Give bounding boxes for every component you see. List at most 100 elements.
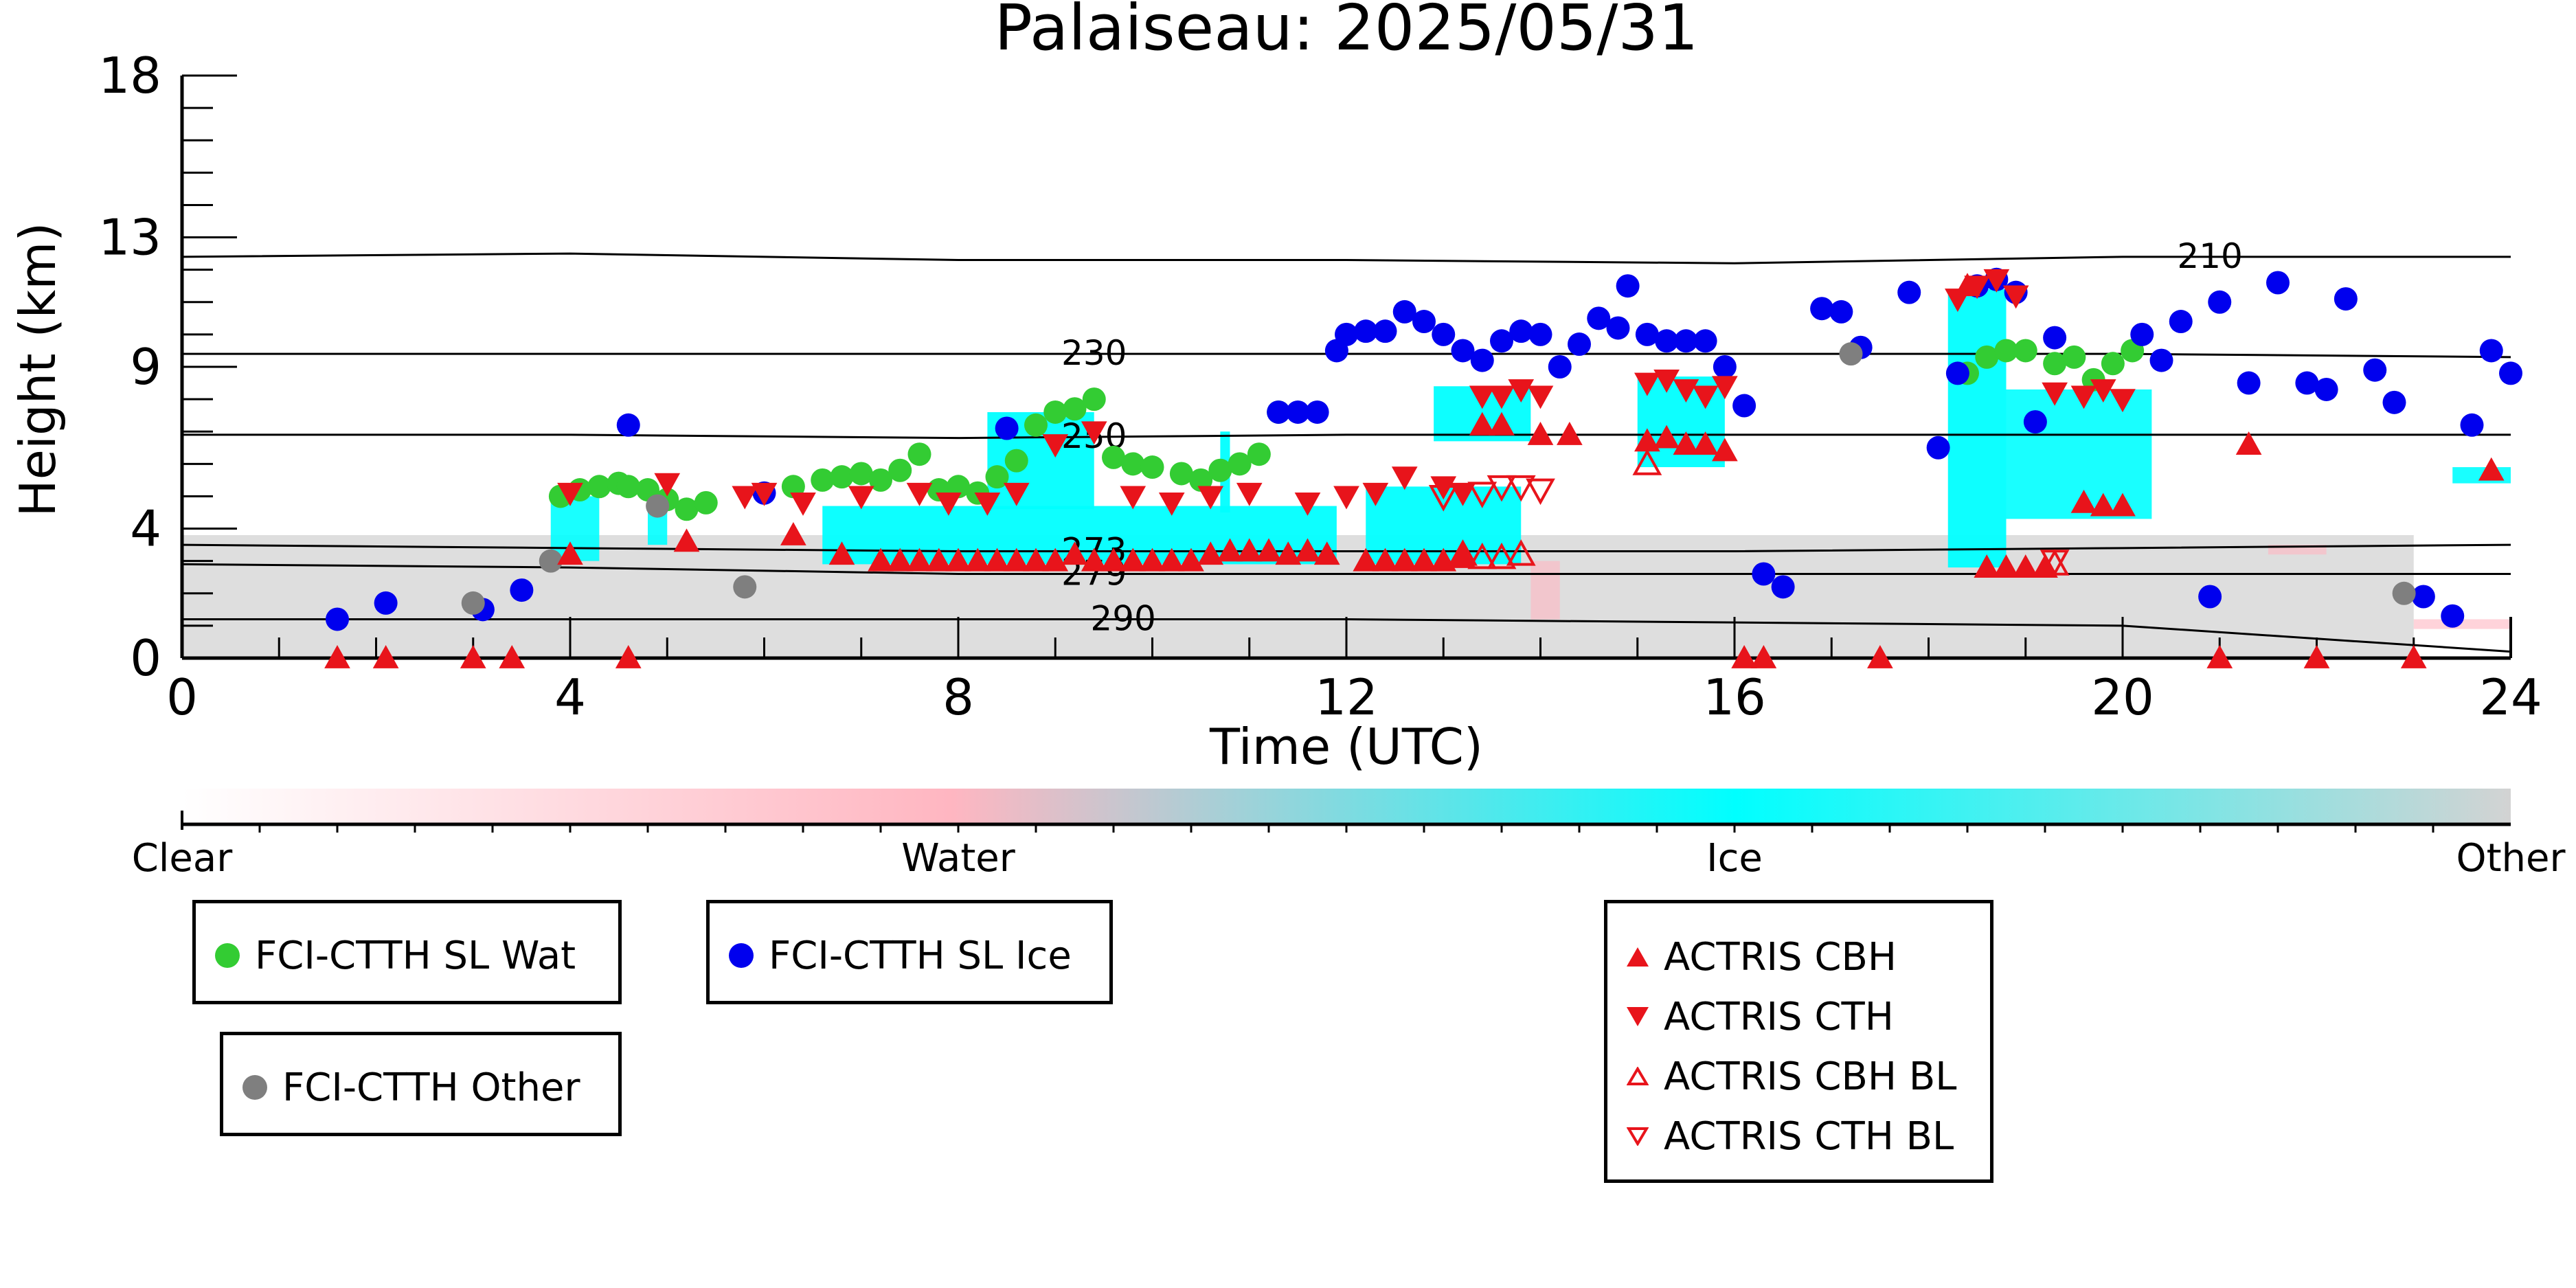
data-point — [1247, 442, 1271, 466]
data-point — [811, 468, 835, 492]
data-point — [1333, 486, 1359, 510]
legend-item: ACTRIS CBH BL — [1627, 1049, 1956, 1104]
data-point — [1568, 332, 1591, 357]
data-point — [1635, 322, 1659, 346]
data-point — [1432, 322, 1456, 346]
data-point — [1102, 445, 1125, 469]
data-point — [2070, 489, 2097, 513]
legend-box-water: FCI-CTTH SL Wat — [192, 900, 622, 1004]
data-point — [1256, 538, 1282, 562]
data-point — [1839, 342, 1863, 366]
data-point — [1294, 538, 1321, 562]
data-point — [2130, 322, 2154, 346]
x-tick-label: 12 — [1315, 668, 1378, 726]
cloud-patch — [1530, 561, 1560, 620]
data-point — [1712, 376, 1738, 400]
data-point — [675, 497, 699, 521]
data-point — [906, 482, 933, 506]
data-point — [1236, 538, 1263, 562]
x-tick-label: 8 — [942, 668, 974, 726]
data-point — [1120, 486, 1146, 510]
data-point — [1023, 547, 1049, 572]
data-point — [1731, 644, 1757, 668]
data-point — [374, 591, 398, 615]
triangle-up-icon — [1627, 947, 1649, 967]
data-point — [888, 458, 912, 482]
colorbar-gradient — [182, 789, 2511, 824]
data-point — [1964, 275, 1990, 300]
data-point — [1926, 436, 1950, 460]
data-point — [1082, 387, 1106, 411]
data-point — [907, 442, 931, 466]
data-point — [2411, 585, 2435, 609]
data-point — [1632, 449, 1662, 475]
data-point — [1674, 329, 1698, 353]
cloud-patch — [2006, 389, 2152, 519]
isotherm-line — [181, 563, 2511, 576]
data-point — [790, 492, 816, 516]
data-point — [1081, 547, 1107, 572]
data-point — [1353, 547, 1379, 572]
data-point — [557, 541, 583, 565]
data-point — [1945, 289, 1971, 313]
legend-label: FCI-CTTH SL Wat — [255, 933, 576, 978]
data-point — [1528, 322, 1552, 346]
blue-dot-icon — [729, 943, 754, 968]
data-point — [1506, 475, 1536, 502]
data-point — [326, 607, 349, 631]
data-point — [1449, 482, 1476, 506]
data-point — [1140, 455, 1164, 479]
triangle-down-icon — [1627, 1007, 1649, 1026]
data-point — [2479, 339, 2503, 363]
data-point — [1606, 316, 1630, 340]
data-point — [1975, 345, 1999, 369]
data-point — [1897, 280, 1921, 304]
data-point — [1267, 400, 1291, 424]
data-point — [2042, 382, 2068, 406]
data-point — [1945, 361, 1969, 385]
data-point — [1451, 339, 1475, 363]
data-point — [1469, 385, 1495, 409]
data-point — [587, 475, 611, 499]
data-point — [2149, 348, 2173, 372]
cloud-patch — [2413, 619, 2511, 629]
data-point — [964, 547, 991, 572]
data-point — [1100, 547, 1127, 572]
data-point — [1121, 452, 1145, 476]
data-point — [2334, 287, 2358, 311]
isotherm-line — [181, 252, 2511, 264]
data-point — [1139, 547, 1166, 572]
data-point — [1081, 421, 1107, 445]
data-point — [1526, 478, 1555, 506]
data-point — [1313, 541, 1340, 565]
data-point — [1487, 475, 1517, 502]
data-point — [974, 492, 1001, 516]
data-point — [2266, 271, 2290, 295]
data-point — [1042, 547, 1069, 572]
data-point — [2382, 390, 2406, 414]
data-point — [2198, 585, 2222, 609]
data-point — [2070, 385, 2097, 409]
legend-box-other: FCI-CTTH Other — [220, 1032, 622, 1136]
data-point — [947, 475, 970, 499]
legend-item: ACTRIS CTH BL — [1627, 1109, 1954, 1164]
data-point — [615, 644, 642, 668]
data-point — [1467, 482, 1498, 508]
data-point — [1750, 644, 1777, 668]
legend-label: ACTRIS CBH — [1664, 934, 1897, 980]
legend-item: FCI-CTTH Other — [242, 1060, 580, 1115]
data-point — [1391, 466, 1418, 490]
triangle-down-outline-icon — [1627, 1127, 1649, 1146]
data-point — [1411, 547, 1437, 572]
x-tick-label: 20 — [2091, 668, 2154, 726]
data-point — [1294, 492, 1321, 516]
data-point — [2169, 310, 2193, 334]
data-point — [1489, 385, 1515, 409]
legend-item: ACTRIS CBH — [1627, 929, 1897, 984]
data-point — [1829, 300, 1853, 324]
y-tick-label: 0 — [130, 629, 161, 687]
data-point — [1508, 379, 1535, 403]
data-point — [1732, 394, 1756, 418]
data-point — [460, 644, 486, 668]
data-point — [1557, 421, 1583, 445]
